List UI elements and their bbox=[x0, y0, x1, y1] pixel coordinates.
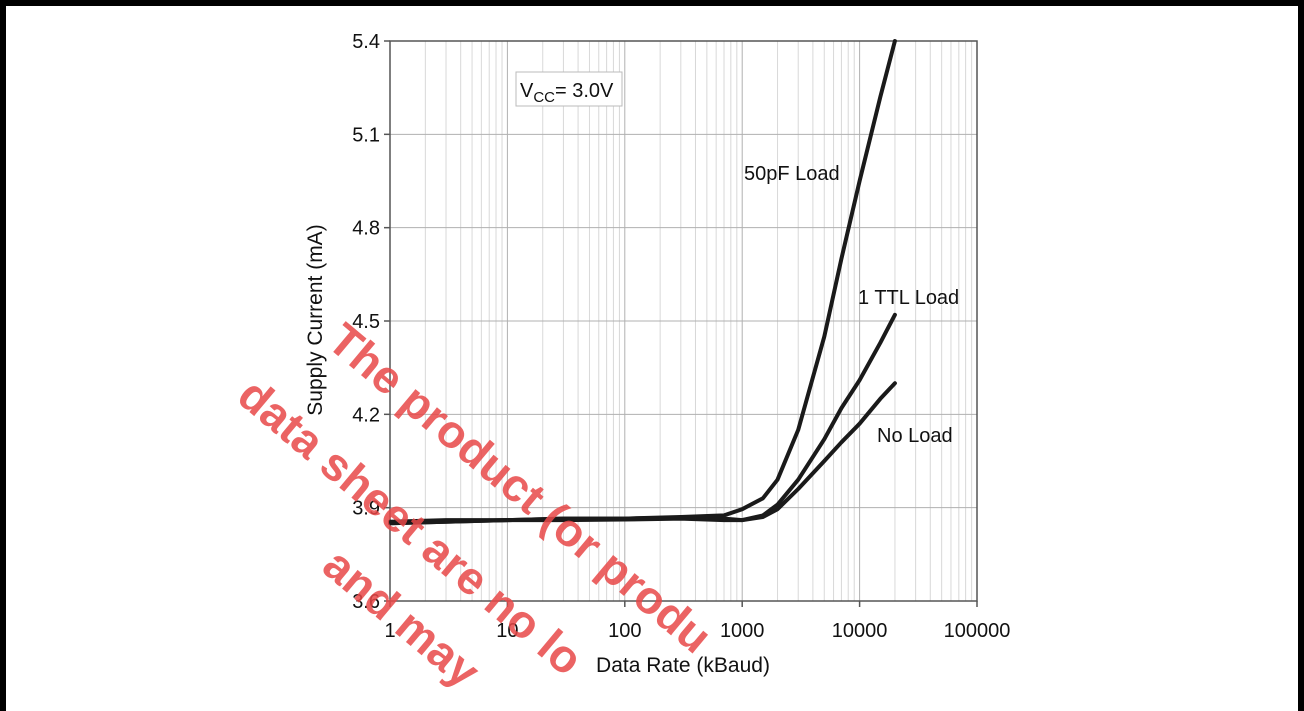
vcc-suffix: = 3.0V bbox=[555, 80, 614, 102]
x-tick-label: 1 bbox=[384, 620, 395, 642]
series-labels: 50pF Load 1 TTL Load No Load bbox=[744, 163, 959, 447]
series-line-no-load bbox=[388, 381, 897, 526]
x-axis-label: Data Rate (kBaud) bbox=[596, 654, 770, 677]
vcc-subscript: CC bbox=[533, 89, 555, 106]
vcc-annotation-box bbox=[515, 71, 623, 107]
x-tick-label: 10000 bbox=[832, 620, 888, 642]
x-tick-label: 100000 bbox=[944, 620, 1011, 642]
vcc-annotation: VCC= 3.0V bbox=[515, 71, 623, 107]
y-tick-label: 4.8 bbox=[352, 218, 380, 240]
y-tick-label: 3.6 bbox=[352, 591, 380, 613]
y-tick-label: 4.2 bbox=[352, 404, 380, 426]
x-tick-label: 1000 bbox=[720, 620, 765, 642]
vcc-annotation-text: VCC= 3.0V bbox=[520, 80, 614, 106]
series-lines bbox=[388, 39, 897, 526]
y-axis-label: Supply Current (mA) bbox=[304, 224, 327, 415]
vcc-prefix: V bbox=[520, 80, 534, 102]
x-tick-label: 10 bbox=[496, 620, 518, 642]
x-tick-labels: 1 10 100 1000 10000 100000 bbox=[384, 601, 1010, 642]
series-label-no-load: No Load bbox=[877, 425, 953, 447]
y-tick-label: 5.4 bbox=[352, 31, 380, 53]
y-tick-labels: 3.6 3.9 4.2 4.5 4.8 5.1 5.4 bbox=[352, 31, 390, 613]
y-tick-label: 4.5 bbox=[352, 311, 380, 333]
y-tick-label: 3.9 bbox=[352, 498, 380, 520]
series-label-1-ttl-load: 1 TTL Load bbox=[858, 287, 959, 309]
y-tick-label: 5.1 bbox=[352, 124, 380, 146]
x-tick-label: 100 bbox=[608, 620, 641, 642]
series-label-50pf-load: 50pF Load bbox=[744, 163, 840, 185]
